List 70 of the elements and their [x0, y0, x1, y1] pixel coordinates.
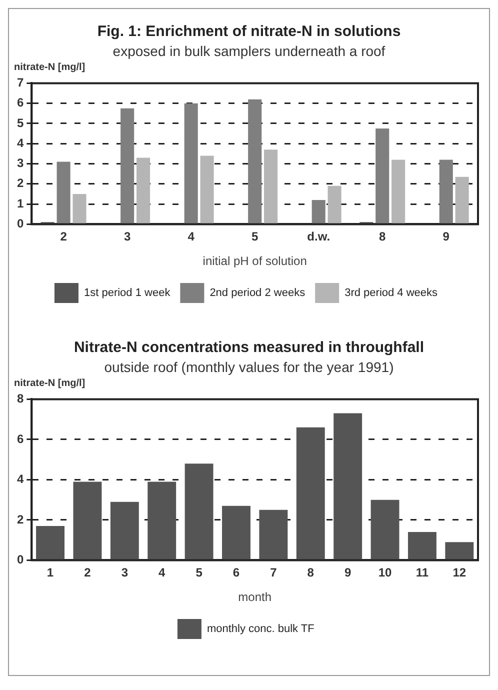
x-tick-label: 2 [84, 566, 92, 580]
x-tick-label: 6 [232, 566, 240, 580]
y-tick-label: 7 [16, 76, 24, 90]
bar [445, 542, 474, 560]
y-axis-title: nitrate-N [mg/l] [14, 378, 86, 389]
y-tick-label: 0 [16, 216, 24, 231]
y-tick-label: 2 [16, 512, 24, 526]
x-tick-label: 4 [188, 230, 195, 244]
x-tick-label: 9 [344, 566, 352, 580]
x-tick-label: 5 [251, 230, 258, 244]
bar [148, 482, 176, 560]
bar [73, 482, 102, 560]
bar [120, 108, 134, 224]
x-tick-label: 8 [379, 230, 386, 244]
bar [328, 186, 342, 224]
bar [312, 200, 326, 224]
bar [334, 413, 362, 560]
y-tick-label: 1 [16, 196, 24, 210]
x-axis-title: month [238, 590, 272, 604]
x-tick-label: 3 [124, 230, 131, 244]
x-tick-label: 8 [307, 566, 314, 580]
x-tick-label: 7 [270, 566, 278, 580]
y-tick-label: 5 [16, 116, 24, 130]
x-tick-label: 3 [121, 566, 128, 580]
legend-label: 2nd period 2 weeks [210, 287, 306, 300]
bar [376, 128, 390, 224]
x-tick-label: 1 [46, 566, 54, 580]
bar [110, 502, 139, 560]
bar [259, 510, 288, 560]
bar [184, 103, 198, 224]
y-tick-label: 6 [16, 432, 24, 446]
bar [370, 500, 400, 560]
x-tick-label: 4 [158, 566, 166, 580]
bar [72, 194, 86, 224]
legend-label: monthly conc. bulk TF [206, 623, 315, 636]
y-tick-label: 4 [16, 136, 24, 150]
legend-label: 3rd period 4 weeks [344, 287, 438, 300]
bar [222, 506, 250, 560]
y-tick-label: 2 [16, 176, 24, 190]
x-tick-label: 11 [416, 566, 429, 580]
bar [455, 176, 469, 224]
bar [264, 150, 278, 224]
x-axis-title: initial pH of solution [202, 254, 307, 268]
bar [408, 532, 436, 560]
x-tick-label: 9 [442, 230, 450, 244]
chart-title: Nitrate-N concentrations measured in throughfall [72, 339, 426, 356]
bar [296, 427, 325, 560]
chart-subtitle: exposed in bulk samplers underneath a roof [112, 43, 386, 59]
x-tick-label: 5 [196, 566, 203, 580]
chart-subtitle: outside roof (monthly values for the year 1991) [103, 359, 395, 375]
x-tick-label: 12 [452, 566, 466, 580]
bar [36, 526, 64, 560]
x-tick-label: 2 [60, 230, 68, 244]
x-tick-label: 10 [378, 566, 392, 580]
bar [439, 160, 453, 224]
bar [200, 156, 214, 224]
y-tick-label: 8 [16, 392, 24, 406]
bar [136, 158, 150, 224]
y-tick-label: 6 [16, 96, 24, 110]
y-tick-label: 0 [16, 552, 24, 567]
bar [392, 160, 406, 224]
x-tick-label: d.w. [307, 230, 330, 244]
y-tick-label: 4 [16, 472, 24, 486]
bar [248, 99, 262, 224]
bar [184, 464, 214, 560]
y-axis-title: nitrate-N [mg/l] [14, 62, 86, 73]
legend-label: 1st period 1 week [84, 287, 171, 300]
bar [56, 162, 70, 224]
chart-title: Fig. 1: Enrichment of nitrate-N in solutions [96, 23, 402, 40]
y-tick-label: 3 [16, 156, 24, 170]
